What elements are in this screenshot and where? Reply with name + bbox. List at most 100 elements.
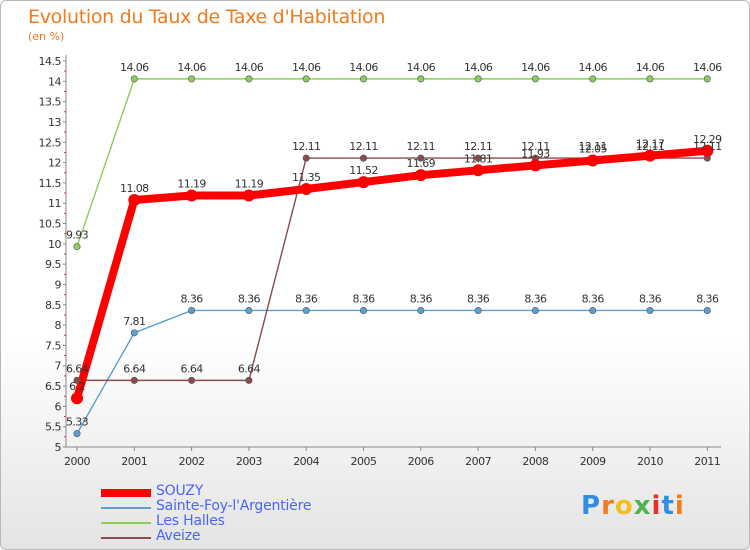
- x-tick-label: 2007: [465, 455, 491, 468]
- data-point: [359, 306, 367, 314]
- series-line: [76, 309, 708, 435]
- data-label: 11.08: [120, 182, 149, 195]
- y-tick-label: 13.5: [39, 96, 62, 109]
- data-point: [646, 75, 654, 83]
- y-tick-label: 10.5: [39, 218, 62, 231]
- data-label: 12.29: [693, 133, 722, 146]
- y-tick-label: 10: [48, 238, 61, 251]
- data-label: 6.64: [66, 362, 89, 375]
- y-tick-label: 12: [48, 157, 61, 170]
- data-point: [586, 154, 599, 167]
- data-point: [73, 243, 81, 251]
- y-tick-label: 13: [48, 116, 61, 129]
- y-tick-label: 9: [55, 278, 62, 291]
- x-tick-label: 2010: [637, 455, 663, 468]
- data-label: 8.36: [238, 292, 261, 305]
- data-label: 12.11: [521, 140, 550, 153]
- data-label: 11.81: [464, 152, 493, 165]
- data-label: 8.36: [352, 292, 375, 305]
- x-tick-label: 2011: [694, 455, 720, 468]
- logo-letter: x: [633, 491, 652, 521]
- data-label: 8.36: [467, 292, 490, 305]
- y-tick-label: 6: [55, 400, 62, 413]
- x-tick-label: 2001: [121, 455, 147, 468]
- data-label: 14.06: [636, 61, 665, 74]
- data-label: 5.33: [66, 416, 89, 429]
- data-point: [302, 306, 310, 314]
- legend-swatch: [101, 537, 151, 539]
- legend-swatch: [101, 522, 151, 524]
- data-label: 12.11: [407, 140, 436, 153]
- data-label: 6.2: [69, 380, 85, 393]
- data-point: [474, 306, 482, 314]
- data-label: 12.11: [636, 140, 665, 153]
- data-label: 14.06: [235, 61, 264, 74]
- y-tick-label: 5.5: [45, 421, 61, 434]
- data-label: 8.36: [582, 292, 605, 305]
- chart-axes: 5 5.5 6 6.5 7 7.5 8 8.5 9 9.5 10 10.5 11 11.5 12 12.5 13…: [39, 55, 721, 468]
- data-point: [245, 306, 253, 314]
- data-point: [359, 154, 367, 162]
- data-point: [417, 154, 425, 162]
- data-label: 8.36: [295, 292, 318, 305]
- data-label: 8.36: [410, 292, 433, 305]
- data-label: 14.06: [407, 61, 436, 74]
- data-point: [128, 193, 141, 206]
- legend-swatch: [101, 489, 151, 497]
- x-tick-label: 2005: [351, 455, 377, 468]
- series-line: [76, 157, 708, 382]
- chart-unit-label: (en %): [28, 30, 65, 43]
- data-point: [242, 189, 255, 202]
- data-point: [130, 376, 138, 384]
- data-point: [73, 430, 81, 438]
- series-line: [76, 78, 708, 248]
- data-point: [531, 306, 539, 314]
- logo-letter: i: [674, 491, 685, 521]
- data-label: 14.06: [464, 61, 493, 74]
- y-tick-label: 14: [48, 75, 61, 88]
- data-label: 7.81: [123, 315, 145, 328]
- x-tick-label: 2006: [408, 455, 434, 468]
- data-point: [130, 329, 138, 337]
- data-point: [701, 144, 714, 157]
- y-tick-label: 14.5: [39, 55, 62, 68]
- data-point: [529, 159, 542, 172]
- data-label: 14.06: [693, 61, 722, 74]
- legend-label: Les Halles: [156, 513, 225, 529]
- data-point: [703, 306, 711, 314]
- y-tick-label: 7: [55, 360, 62, 373]
- data-point: [357, 176, 370, 189]
- data-point: [703, 75, 711, 83]
- logo-letter: t: [661, 491, 675, 521]
- legend-label: SOUZY: [156, 483, 204, 499]
- x-tick-label: 2004: [293, 455, 319, 468]
- data-label: 11.35: [292, 171, 321, 184]
- data-point: [474, 75, 482, 83]
- data-label: 12.05: [578, 143, 607, 156]
- y-tick-label: 8.5: [45, 299, 61, 312]
- y-tick-label: 7.5: [45, 339, 61, 352]
- proxiti-logo: Proxiti: [581, 491, 685, 521]
- data-point: [185, 189, 198, 202]
- data-point: [474, 154, 482, 162]
- legend-label: Aveize: [156, 528, 201, 544]
- data-label: 12.11: [693, 140, 722, 153]
- logo-letter: P: [581, 491, 602, 521]
- data-point: [245, 75, 253, 83]
- x-tick-label: 2000: [64, 455, 90, 468]
- data-label: 8.36: [524, 292, 547, 305]
- series-lines: [73, 78, 712, 435]
- data-point: [589, 75, 597, 83]
- logo-letter: o: [614, 491, 634, 521]
- data-point: [245, 376, 253, 384]
- y-tick-label: 11.5: [39, 177, 62, 190]
- data-label: 6.64: [238, 362, 261, 375]
- data-point: [417, 75, 425, 83]
- logo-letter: i: [651, 491, 662, 521]
- chart-title: Evolution du Taux de Taxe d'Habitation: [28, 6, 386, 28]
- series-line: [73, 146, 712, 403]
- series-points: [71, 75, 714, 438]
- logo-letter: r: [601, 491, 615, 521]
- data-label: 11.19: [177, 177, 206, 190]
